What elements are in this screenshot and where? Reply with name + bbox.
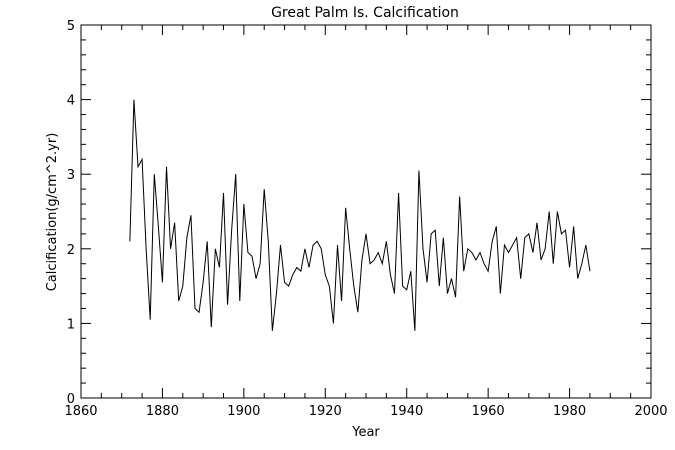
x-tick-label: 1980: [553, 404, 586, 419]
y-tick-label: 2: [67, 243, 75, 258]
x-tick-label: 1960: [472, 404, 505, 419]
x-tick-label: 1940: [390, 404, 423, 419]
y-tick-label: 1: [67, 317, 75, 332]
y-tick-label: 5: [67, 19, 75, 34]
chart-title: Great Palm Is. Calcification: [271, 5, 459, 21]
y-axis: 0 1 2 3 4 5: [67, 19, 651, 407]
x-tick-label: 2000: [634, 404, 667, 419]
y-tick-label: 3: [67, 168, 75, 183]
x-tick-label: 1920: [309, 404, 342, 419]
y-tick-label: 4: [67, 94, 75, 109]
x-tick-label: 1880: [146, 404, 179, 419]
x-axis-label: Year: [351, 425, 380, 440]
x-axis: 1860 1880 1900 1920 1940 1960 1980 2000: [64, 25, 668, 419]
calcification-series-line: [129, 99, 591, 331]
x-tick-label: 1900: [227, 404, 260, 419]
y-axis-label: Calcification(g/cm^2.yr): [45, 133, 60, 292]
x-tick-label: 1860: [64, 404, 97, 419]
plot-frame: [80, 24, 652, 399]
y-tick-label: 0: [67, 392, 75, 407]
